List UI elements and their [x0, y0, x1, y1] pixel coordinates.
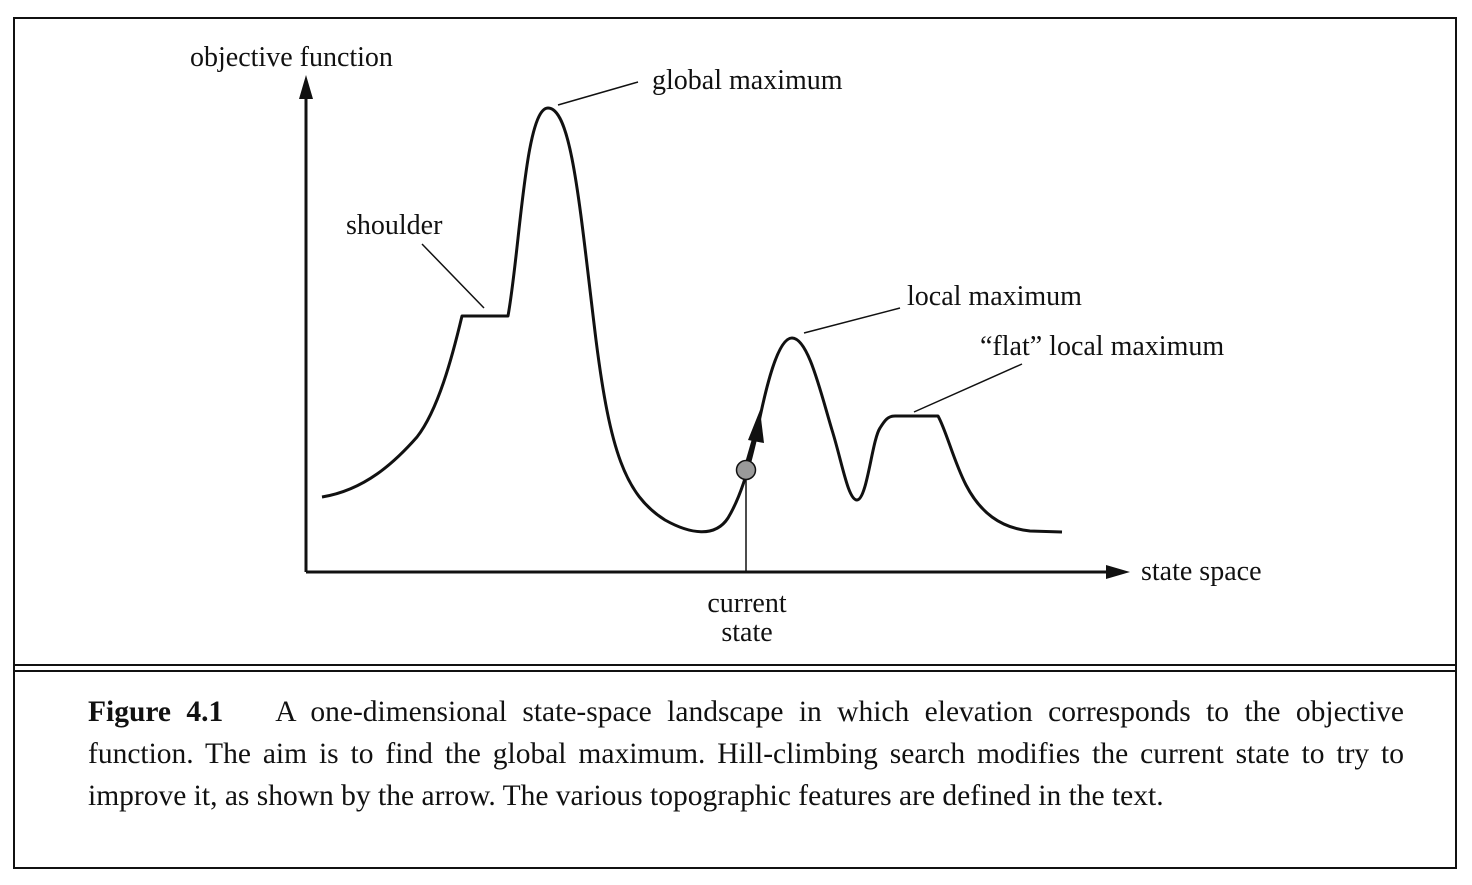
flat-local-maximum-label: “flat” local maximum — [980, 331, 1224, 362]
caption-figure-number: Figure 4.1 — [88, 696, 224, 728]
x-axis-arrowhead — [1106, 565, 1130, 579]
local-maximum-label: local maximum — [907, 281, 1082, 312]
x-axis-label: state space — [1141, 556, 1262, 587]
figure-caption: Figure 4.1 A one-dimensional state-space … — [88, 691, 1404, 817]
y-axis-label: objective function — [190, 42, 393, 73]
current-state-label-line2: state — [721, 617, 772, 648]
global-maximum-label: global maximum — [652, 65, 843, 96]
global-maximum-leader — [557, 81, 639, 106]
outer-border — [13, 17, 1457, 869]
caption-text: A one-dimensional state-space landscape … — [88, 696, 1404, 812]
y-axis-arrowhead — [299, 75, 313, 99]
current-state-label-line1: current — [707, 588, 787, 619]
landscape-curve — [321, 106, 1063, 534]
flat-local-maximum-leader — [913, 363, 1023, 413]
climb-arrow-head — [748, 410, 764, 443]
current-state-marker — [735, 459, 757, 481]
shoulder-label: shoulder — [346, 210, 443, 241]
local-maximum-leader — [803, 307, 901, 334]
shoulder-leader — [421, 243, 485, 309]
